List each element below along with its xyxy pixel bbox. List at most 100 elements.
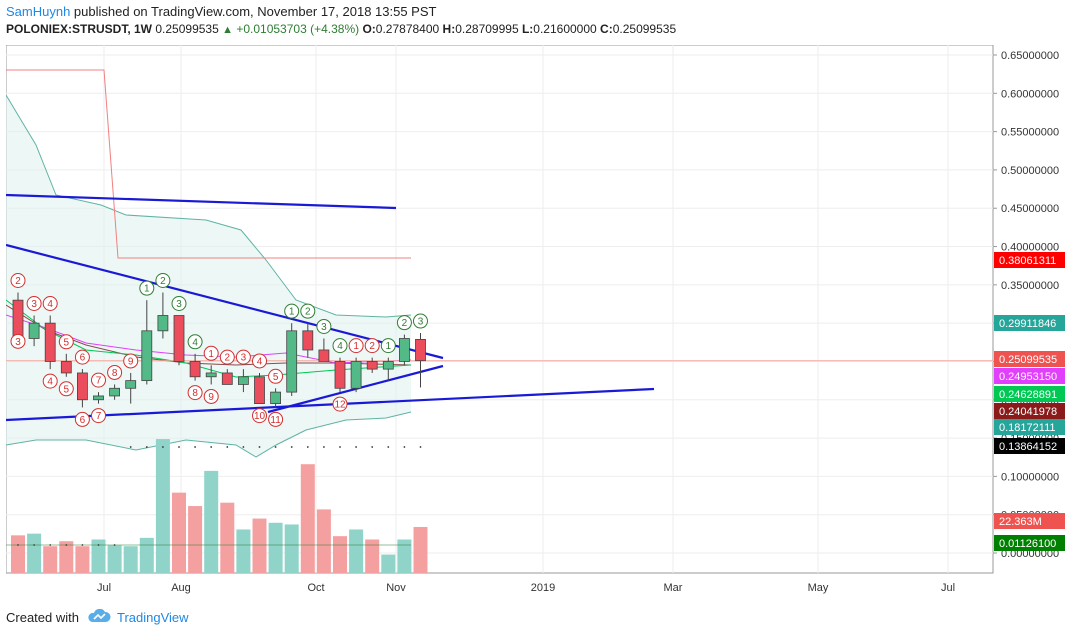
td-count-circle bbox=[139, 280, 155, 296]
candle-body bbox=[237, 376, 249, 385]
volume-bar bbox=[349, 529, 364, 573]
volume-bar bbox=[11, 535, 25, 573]
td-count-label: 3 bbox=[31, 299, 37, 310]
signal-dot bbox=[129, 446, 132, 448]
price-chart[interactable]: 0.65000000 0.60000000 0.55000000 0.50000000… bbox=[5, 44, 1066, 601]
td-count-label: 9 bbox=[128, 356, 134, 367]
td-count-label: 1 bbox=[289, 307, 295, 318]
td-count-label: 8 bbox=[192, 388, 198, 399]
time-tick-label: Jul bbox=[941, 582, 955, 594]
price-change: +0.01053703 (+4.38%) bbox=[236, 22, 360, 36]
candle-body bbox=[366, 361, 378, 370]
trendline bbox=[5, 387, 655, 422]
td-count-label: 4 bbox=[192, 337, 198, 348]
price-badge bbox=[994, 386, 1065, 402]
td-count-circle bbox=[187, 385, 203, 401]
candle-body bbox=[60, 361, 72, 374]
volume-bar bbox=[59, 541, 74, 573]
td-count-circle bbox=[332, 396, 348, 412]
volume-bar bbox=[27, 533, 42, 573]
time-tick-label: Aug bbox=[171, 582, 191, 594]
td-count-circle bbox=[252, 408, 267, 424]
candle-body bbox=[270, 391, 282, 405]
tradingview-logo-icon[interactable] bbox=[87, 608, 111, 626]
td-count-label: 2 bbox=[160, 276, 166, 287]
td-count-label: 3 bbox=[176, 299, 182, 310]
high-label: H: bbox=[442, 22, 456, 36]
volume-bar bbox=[268, 522, 283, 573]
price-tick-label: 0.55000000 bbox=[1001, 127, 1059, 139]
volume-bar bbox=[91, 539, 106, 573]
price-badge-label: 0.29911846 bbox=[999, 318, 1056, 330]
signal-dot bbox=[258, 446, 261, 448]
td-count-circle bbox=[396, 315, 412, 331]
time-tick-label: Jul bbox=[97, 582, 111, 594]
volume-bar bbox=[284, 524, 299, 573]
last-price: 0.25099535 bbox=[155, 22, 219, 36]
price-badge bbox=[994, 368, 1065, 384]
high-value: 0.28709995 bbox=[455, 22, 519, 36]
signal-dot bbox=[387, 446, 390, 448]
candle-body bbox=[44, 322, 56, 362]
ma-green-line bbox=[5, 299, 412, 378]
price-badge bbox=[994, 513, 1065, 529]
candle-body bbox=[350, 361, 362, 389]
td-count-circle bbox=[413, 313, 428, 329]
signal-dot bbox=[194, 446, 197, 448]
time-tick-label: Nov bbox=[386, 582, 406, 594]
band-fill bbox=[6, 95, 411, 457]
volume-bar bbox=[123, 546, 138, 573]
td-count-circle bbox=[10, 333, 26, 349]
td-count-label: 6 bbox=[80, 415, 86, 426]
symbol-name: POLONIEX:STRUSDT, 1W bbox=[6, 22, 153, 36]
tradingview-brand-link[interactable]: TradingView bbox=[116, 610, 189, 625]
signal-dot bbox=[306, 446, 309, 448]
td-count-circle bbox=[58, 381, 74, 397]
td-count-circle bbox=[380, 338, 396, 354]
price-badge bbox=[994, 419, 1065, 435]
signal-dot bbox=[339, 446, 341, 448]
price-badge-label: 0.24953150 bbox=[999, 371, 1057, 383]
td-count-circle bbox=[171, 295, 187, 311]
signal-dot bbox=[371, 446, 374, 448]
price-badge bbox=[994, 438, 1065, 454]
volume-bar bbox=[413, 526, 428, 573]
volume-bar bbox=[365, 539, 380, 573]
td-count-label: 5 bbox=[64, 384, 70, 395]
td-count-circle bbox=[74, 349, 90, 365]
price-badge-label: 22.363M bbox=[999, 516, 1042, 528]
td-count-circle bbox=[91, 372, 106, 388]
candle-body bbox=[109, 387, 120, 397]
signal-dot bbox=[323, 446, 325, 448]
signal-dot bbox=[419, 446, 422, 448]
candle-body bbox=[334, 361, 346, 389]
td-count-label: 2 bbox=[225, 353, 231, 364]
signal-dot bbox=[210, 446, 213, 448]
td-count-circle bbox=[107, 364, 123, 380]
trendline bbox=[267, 364, 444, 414]
close-label: C: bbox=[600, 22, 613, 36]
price-badge-label: 0.18172111 bbox=[999, 422, 1055, 434]
td-count-circle bbox=[316, 318, 332, 334]
price-tick-label: 0.35000000 bbox=[1001, 280, 1059, 292]
td-count-label: 1 bbox=[208, 349, 214, 360]
td-count-label: 4 bbox=[47, 377, 53, 388]
td-count-label: 3 bbox=[418, 317, 424, 328]
td-count-circle bbox=[26, 295, 42, 311]
td-count-label: 2 bbox=[305, 307, 311, 318]
time-tick-label: Mar bbox=[664, 582, 683, 594]
price-badge-label: 0.38061311 bbox=[999, 255, 1056, 267]
author-link[interactable]: SamHuynh bbox=[6, 4, 71, 19]
open-value: 0.27878400 bbox=[375, 22, 440, 36]
candle-body bbox=[318, 349, 330, 362]
chart-area[interactable]: 0.65000000 0.60000000 0.55000000 0.50000000… bbox=[5, 44, 1066, 601]
time-tick-label: Oct bbox=[307, 582, 324, 594]
volume-bar bbox=[107, 545, 122, 573]
price-tick-label: 0.40000000 bbox=[1001, 242, 1059, 254]
td-count-circle bbox=[123, 353, 139, 369]
candle-body bbox=[254, 376, 265, 404]
trendline bbox=[5, 193, 397, 210]
td-count-circle bbox=[74, 411, 90, 427]
price-badge bbox=[994, 351, 1065, 367]
price-tick-label: 0.10000000 bbox=[1001, 471, 1059, 483]
